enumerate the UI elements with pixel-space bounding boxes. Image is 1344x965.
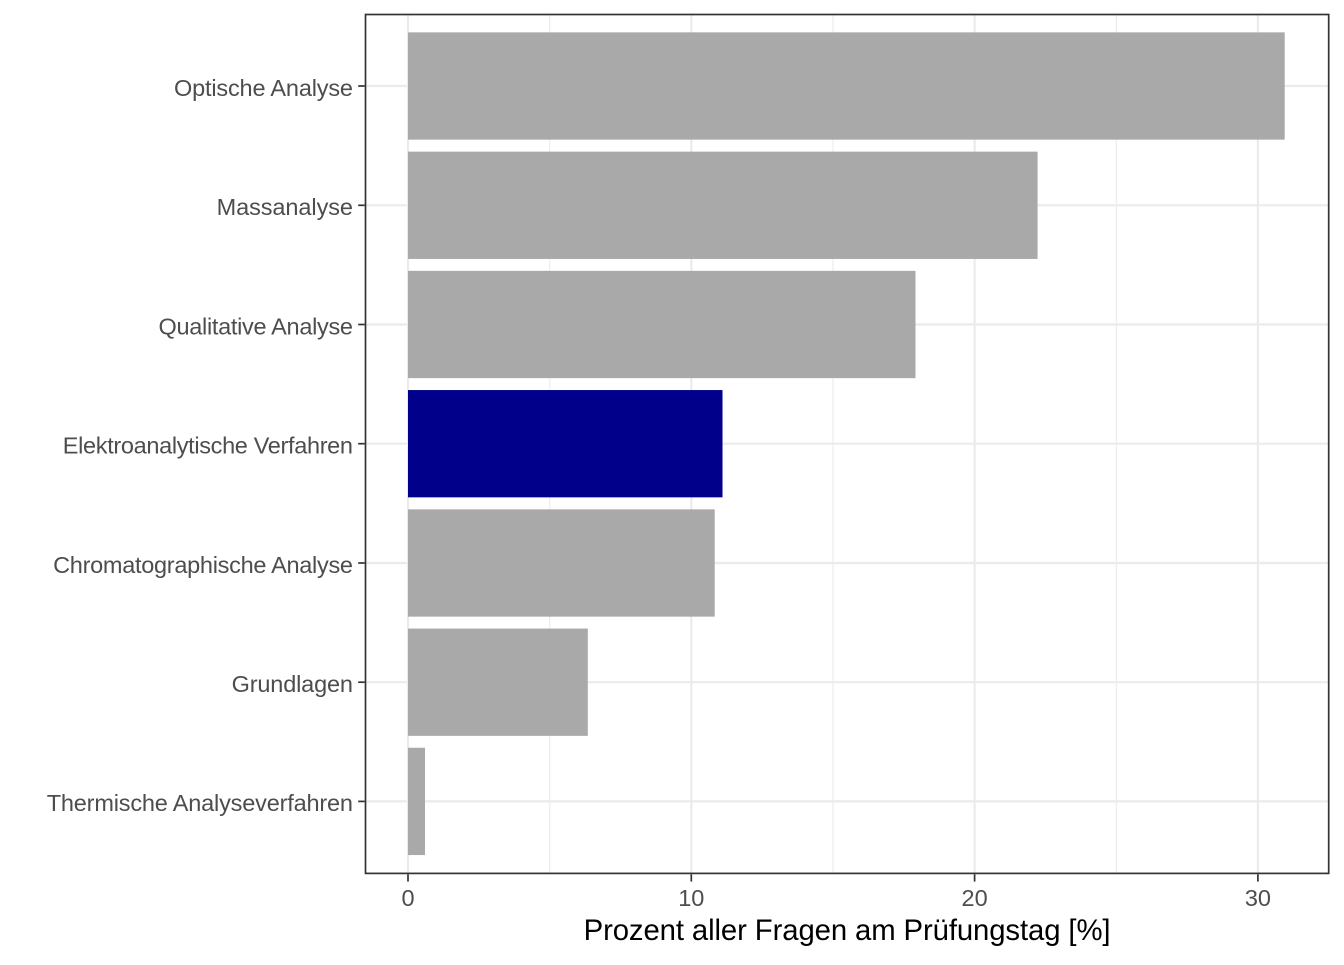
svg-text:Massanalyse: Massanalyse bbox=[217, 194, 353, 220]
svg-text:20: 20 bbox=[962, 885, 988, 911]
svg-text:Qualitative Analyse: Qualitative Analyse bbox=[159, 313, 354, 339]
svg-text:Chromatographische Analyse: Chromatographische Analyse bbox=[53, 552, 353, 578]
svg-text:Thermische Analyseverfahren: Thermische Analyseverfahren bbox=[47, 790, 353, 816]
svg-text:Optische Analyse: Optische Analyse bbox=[174, 75, 353, 101]
svg-text:10: 10 bbox=[678, 885, 704, 911]
svg-text:Elektroanalytische Verfahren: Elektroanalytische Verfahren bbox=[63, 433, 353, 459]
svg-text:Grundlagen: Grundlagen bbox=[232, 671, 353, 697]
svg-text:Prozent aller Fragen am Prüfun: Prozent aller Fragen am Prüfungstag [%] bbox=[584, 914, 1111, 947]
svg-text:30: 30 bbox=[1245, 885, 1271, 911]
svg-text:0: 0 bbox=[401, 885, 414, 911]
